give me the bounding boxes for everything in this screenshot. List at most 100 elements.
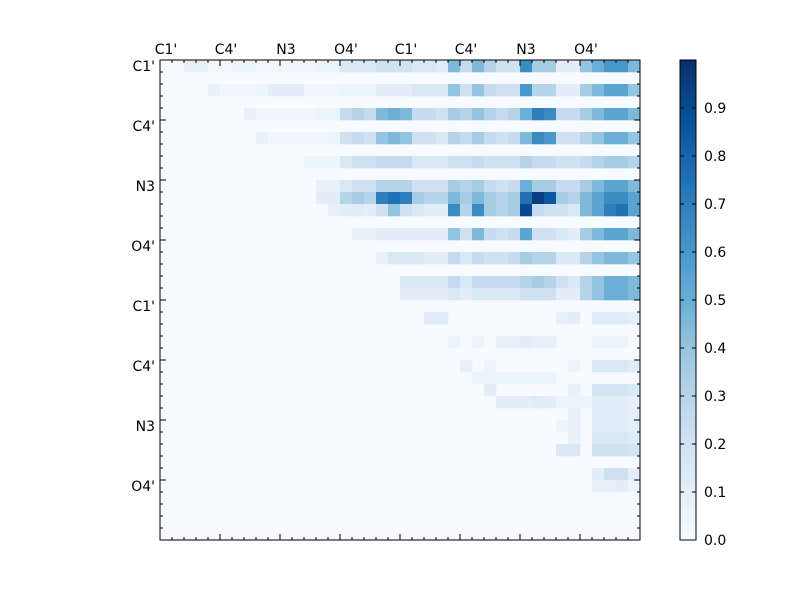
- y-tick-label: N3: [136, 179, 155, 195]
- heatmap-cell: [340, 156, 353, 169]
- heatmap-cell: [568, 360, 581, 373]
- heatmap-cell: [472, 336, 485, 349]
- heatmap-cell: [400, 180, 413, 193]
- heatmap-cell: [328, 60, 341, 73]
- x-tick-label: O4': [574, 42, 598, 58]
- heatmap-cell: [436, 288, 449, 301]
- heatmap-cell: [568, 444, 581, 457]
- heatmap-cell: [568, 420, 581, 433]
- heatmap-cell: [616, 192, 629, 205]
- heatmap-cell: [568, 408, 581, 421]
- heatmap-cell: [280, 60, 293, 73]
- heatmap-cell: [628, 384, 641, 397]
- heatmap-cell: [268, 108, 281, 121]
- heatmap-cell: [340, 84, 353, 97]
- heatmap-cell: [508, 156, 521, 169]
- colorbar-tick-label: 0.7: [704, 197, 726, 213]
- heatmap-cell: [616, 156, 629, 169]
- heatmap-cell: [520, 84, 533, 97]
- colorbar-tick-label: 0.8: [704, 149, 726, 165]
- y-tick-label: O4': [131, 239, 155, 255]
- heatmap-cell: [472, 180, 485, 193]
- heatmap-cell: [328, 108, 341, 121]
- y-tick-label: C1': [132, 59, 155, 75]
- heatmap-cell: [448, 252, 461, 265]
- heatmap-cell: [616, 252, 629, 265]
- heatmap-cell: [604, 408, 617, 421]
- heatmap-cell: [592, 252, 605, 265]
- heatmap-cell: [436, 228, 449, 241]
- heatmap-cell: [580, 204, 593, 217]
- heatmap-cell: [628, 432, 641, 445]
- heatmap-cell: [460, 288, 473, 301]
- heatmap-cell: [604, 108, 617, 121]
- heatmap-cell: [604, 468, 617, 481]
- heatmap-cell: [532, 156, 545, 169]
- heatmap-cell: [496, 84, 509, 97]
- heatmap-cell: [568, 276, 581, 289]
- heatmap-cell: [280, 132, 293, 145]
- heatmap-cell: [544, 396, 557, 409]
- heatmap-cell: [508, 204, 521, 217]
- heatmap-cell: [352, 132, 365, 145]
- heatmap-cell: [604, 180, 617, 193]
- heatmap-cell: [484, 252, 497, 265]
- heatmap-cell: [568, 228, 581, 241]
- heatmap-cell: [604, 432, 617, 445]
- heatmap-cell: [316, 108, 329, 121]
- heatmap-cell: [592, 84, 605, 97]
- heatmap-cell: [520, 276, 533, 289]
- heatmap-cell: [616, 312, 629, 325]
- heatmap-cell: [496, 108, 509, 121]
- heatmap-cell: [496, 372, 509, 385]
- heatmap-cell: [304, 60, 317, 73]
- heatmap-cell: [328, 192, 341, 205]
- heatmap-cell: [592, 312, 605, 325]
- heatmap-cell: [592, 60, 605, 73]
- heatmap-cell: [400, 252, 413, 265]
- heatmap-cell: [388, 228, 401, 241]
- heatmap-cell: [520, 60, 533, 73]
- heatmap-cell: [448, 288, 461, 301]
- heatmap-cell: [496, 396, 509, 409]
- heatmap-cell: [544, 108, 557, 121]
- heatmap-cell: [604, 396, 617, 409]
- heatmap-cell: [544, 228, 557, 241]
- heatmap-cell: [532, 228, 545, 241]
- colorbar-tick-label: 0.2: [704, 437, 726, 453]
- heatmap-cell: [616, 396, 629, 409]
- heatmap-cell: [424, 156, 437, 169]
- heatmap-cell: [568, 192, 581, 205]
- colorbar-tick-label: 0.6: [704, 245, 726, 261]
- axis-ticks: [159, 59, 641, 541]
- heatmap-cell: [424, 288, 437, 301]
- heatmap-cell: [244, 108, 257, 121]
- heatmap-cell: [340, 60, 353, 73]
- heatmap-cell: [616, 408, 629, 421]
- heatmap-cell: [400, 84, 413, 97]
- heatmap-cell: [484, 84, 497, 97]
- heatmap-cell: [616, 468, 629, 481]
- heatmap-cell: [520, 108, 533, 121]
- heatmap-cell: [508, 84, 521, 97]
- heatmap-cell: [364, 192, 377, 205]
- heatmap-cell: [544, 84, 557, 97]
- heatmap-cell: [328, 204, 341, 217]
- heatmap-cell: [484, 180, 497, 193]
- heatmap-cell: [592, 336, 605, 349]
- heatmap-cell: [616, 84, 629, 97]
- heatmap-cell: [544, 156, 557, 169]
- heatmap-cell: [280, 108, 293, 121]
- x-tick-labels: C1' C4' N3 O4' C1' C4' N3 O4': [155, 42, 598, 58]
- heatmap-cell: [484, 108, 497, 121]
- heatmap-cell: [244, 60, 257, 73]
- heatmap-cell: [220, 84, 233, 97]
- heatmap-cell: [580, 60, 593, 73]
- heatmap-cell: [232, 84, 245, 97]
- heatmap-cell: [436, 192, 449, 205]
- heatmap-cell: [400, 228, 413, 241]
- heatmap-cell: [460, 84, 473, 97]
- heatmap-cell: [436, 180, 449, 193]
- heatmap-cell: [304, 156, 317, 169]
- heatmap-cell: [580, 132, 593, 145]
